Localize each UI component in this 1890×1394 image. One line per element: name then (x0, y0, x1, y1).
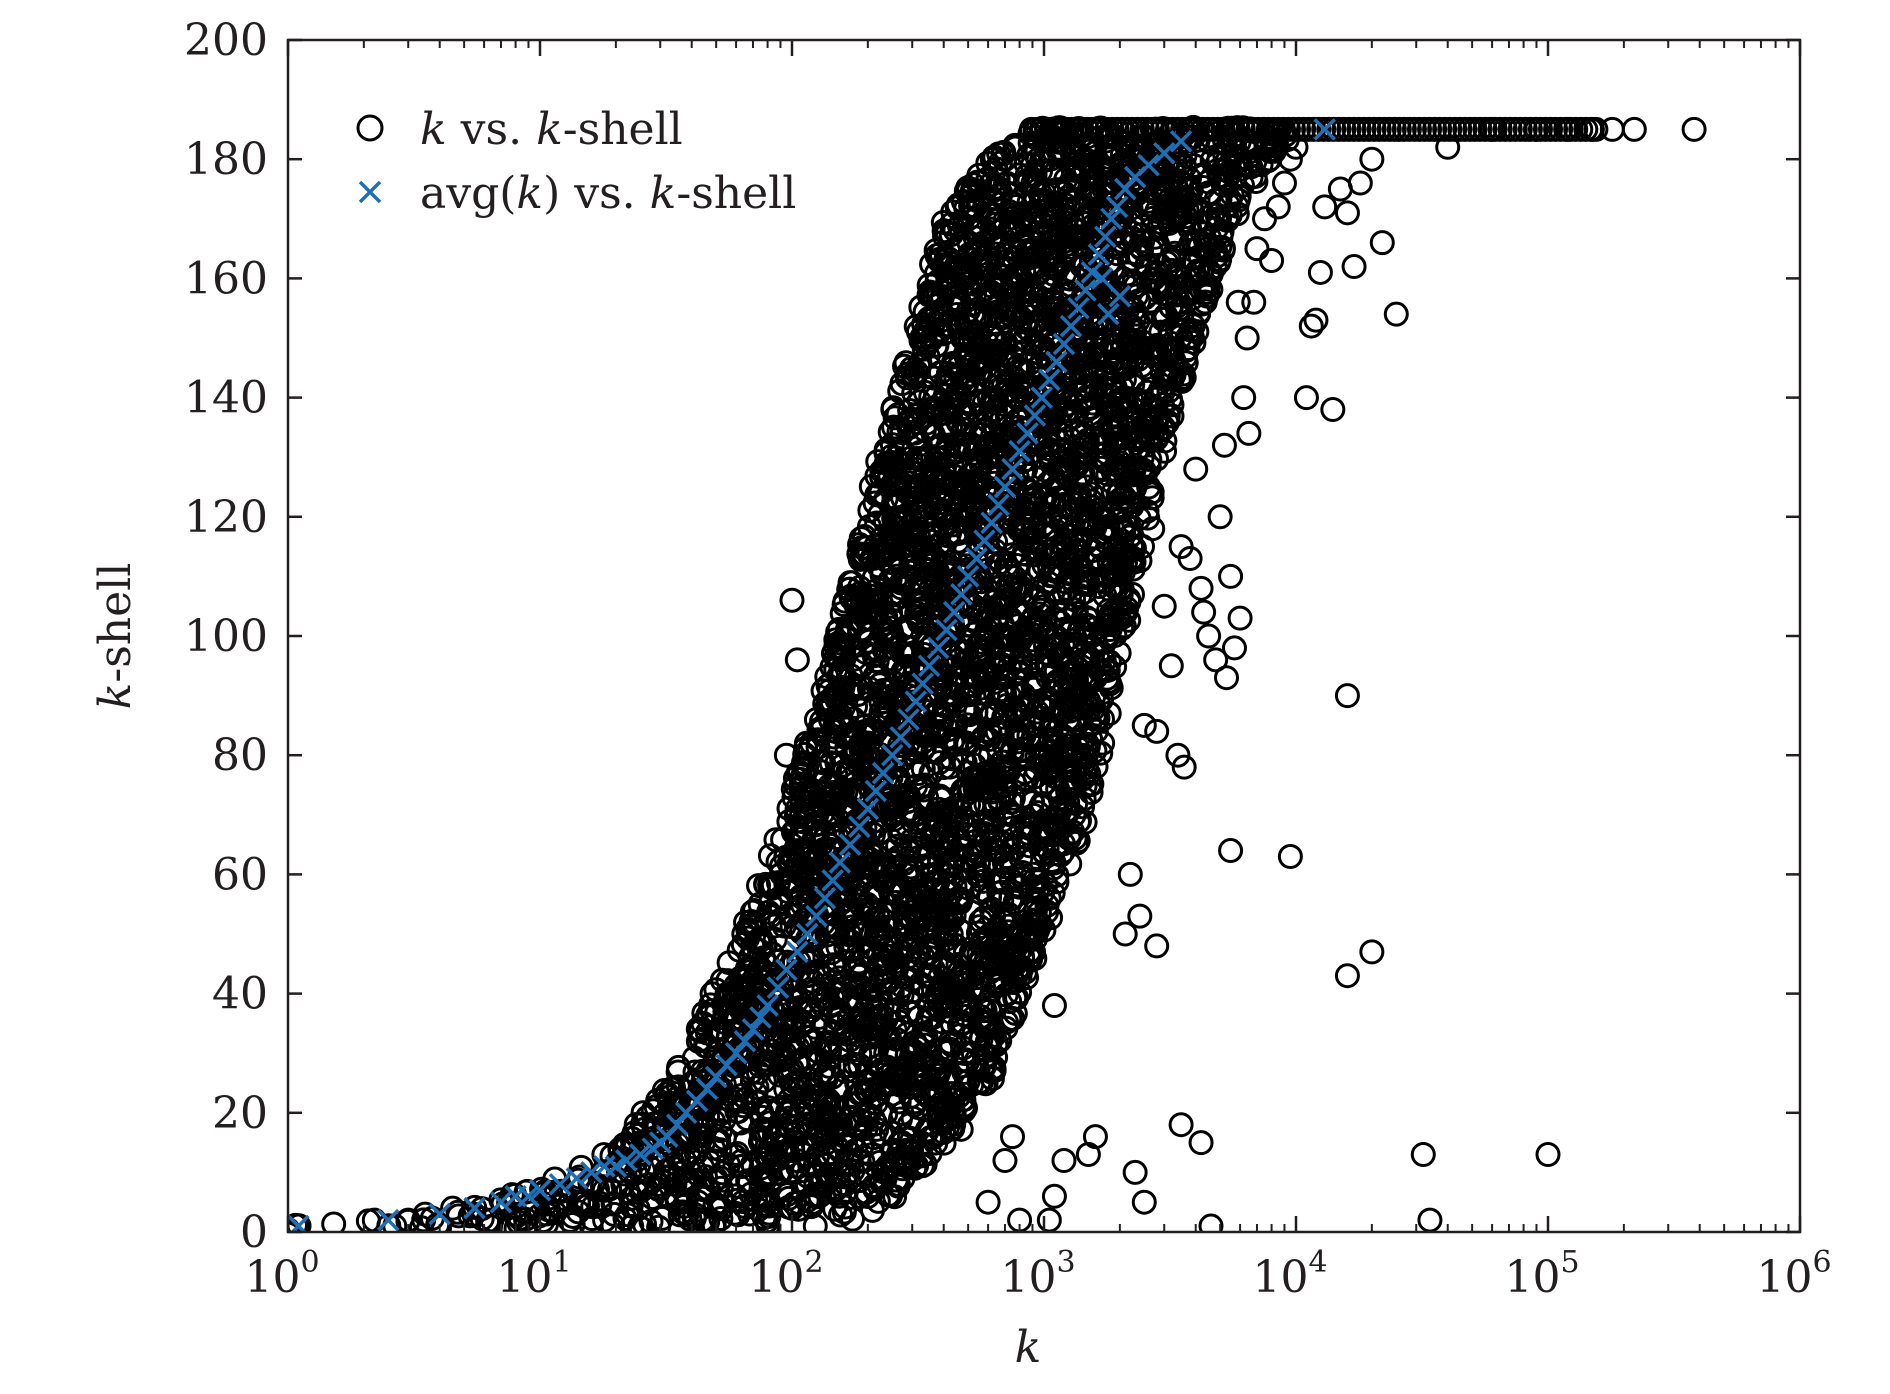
data-point-circle (638, 1208, 664, 1232)
data-point-circle (1225, 289, 1251, 315)
data-point-circle (1227, 605, 1253, 631)
plot-area (288, 114, 1707, 1232)
data-point-circle (1127, 903, 1153, 929)
data-point-circle (784, 647, 810, 673)
data-point-circle (742, 898, 768, 924)
data-point-circle (1077, 289, 1103, 315)
data-point-circle (288, 1213, 311, 1232)
data-point-circle (918, 384, 944, 410)
data-point-circle (1191, 599, 1217, 625)
data-point-circle (1058, 561, 1084, 587)
data-point-circle (746, 873, 772, 899)
data-point-circle (1112, 921, 1138, 947)
data-point-circle (819, 1064, 845, 1090)
data-point-circle (773, 742, 799, 768)
data-point-circle (1211, 432, 1237, 458)
data-point-circle (1136, 474, 1162, 500)
data-point-circle (1298, 313, 1324, 339)
data-point-circle (1131, 712, 1157, 738)
data-point-circle (1144, 718, 1170, 744)
data-point-circle (1259, 248, 1285, 274)
data-point-circle (1073, 474, 1099, 500)
data-point-circle (873, 437, 899, 463)
data-point-circle (651, 1078, 677, 1104)
data-point-circle (802, 1213, 828, 1232)
data-point-circle (1265, 194, 1291, 220)
data-point-circle (1158, 653, 1184, 679)
data-point-circle (1188, 575, 1214, 601)
data-point-circle (893, 350, 919, 376)
data-point-circle (927, 434, 953, 460)
data-point-circle (1183, 456, 1209, 482)
data-point-circle (880, 395, 906, 421)
data-point-circle (1140, 516, 1166, 542)
data-point-circle (1151, 593, 1177, 619)
data-point-circle (1148, 319, 1174, 345)
data-point-circle (1293, 385, 1319, 411)
data-point-circle (1144, 933, 1170, 959)
data-point-circle (1127, 548, 1153, 574)
data-point-circle (412, 1201, 438, 1227)
data-point-circle (1236, 420, 1262, 446)
data-point-circle (1196, 623, 1222, 649)
data-point-circle (321, 1211, 347, 1232)
data-point-circle (1117, 861, 1143, 887)
data-point-circle (1019, 790, 1045, 816)
data-point-circle (440, 1195, 466, 1221)
data-point-circle (779, 587, 805, 613)
data-point-circle (1134, 379, 1160, 405)
data-point-circle (1111, 613, 1137, 639)
data-point-circle (568, 1154, 594, 1180)
data-point-circle (1277, 146, 1303, 172)
data-point-circle (1271, 170, 1297, 196)
data-point-circle (1221, 635, 1247, 661)
data-point-circle (762, 926, 788, 952)
data-point-circle (1214, 665, 1240, 691)
data-point-circle (1171, 754, 1197, 780)
data-point-circle (1218, 563, 1244, 589)
data-point-circle (1165, 742, 1191, 768)
data-point-circle (1177, 546, 1203, 572)
series-k-vs-k-shell (288, 114, 1707, 1232)
data-point-circle (973, 1071, 999, 1097)
data-point-circle (781, 843, 807, 869)
data-point-circle (1231, 385, 1257, 411)
data-point-circle (776, 1185, 802, 1211)
data-point-circle (756, 1095, 782, 1121)
data-point-circle (926, 468, 952, 494)
data-point-circle (682, 1059, 708, 1085)
data-point-circle (937, 1081, 963, 1107)
data-point-circle (1207, 504, 1233, 530)
data-point-circle (1234, 325, 1260, 351)
data-point-circle (685, 1028, 711, 1054)
data-point-circle (969, 544, 995, 570)
data-point-circle (1283, 134, 1309, 160)
data-point-circle (842, 1058, 868, 1084)
data-point-circle (885, 833, 911, 859)
data-point-circle (1111, 518, 1137, 544)
data-point-circle (852, 815, 878, 841)
data-point-circle (1241, 289, 1267, 315)
data-point-circle (793, 730, 819, 756)
data-point-circle (856, 676, 882, 702)
data-point-circle (893, 833, 919, 859)
data-point-circle (885, 402, 911, 428)
data-point-circle (1090, 730, 1116, 756)
data-point-circle (499, 1182, 525, 1208)
data-point-circle (937, 754, 963, 780)
data-point-circle (1203, 647, 1229, 673)
data-point-circle (954, 712, 980, 738)
data-point-circle (794, 754, 820, 780)
data-point-circle (837, 570, 863, 596)
data-point-circle (768, 1094, 794, 1120)
data-point-circle (757, 843, 783, 869)
